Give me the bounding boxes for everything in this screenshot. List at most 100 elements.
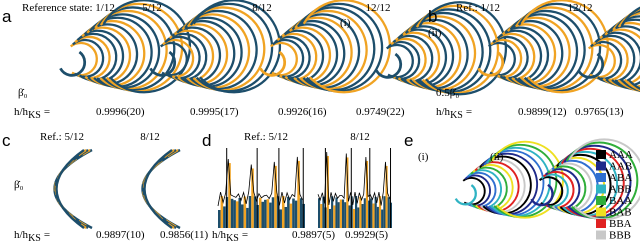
- inset-label: (i): [418, 151, 429, 163]
- density-bar: [361, 204, 364, 228]
- panel-label: b: [428, 7, 437, 26]
- attractor-band: [520, 0, 609, 94]
- attractor-band: [612, 12, 640, 92]
- density-bar: [253, 196, 257, 228]
- density-bar: [266, 199, 270, 228]
- density-bar: [348, 205, 351, 228]
- ratio: h/hKS =: [14, 106, 50, 121]
- density-bar: [294, 200, 298, 228]
- legend-swatch: [596, 207, 606, 217]
- ratio: h/hKS =: [212, 229, 248, 244]
- inset-label: (ii): [490, 151, 504, 163]
- value: 0.9856(11): [160, 229, 209, 241]
- title: Ref.: 5/12: [40, 131, 84, 143]
- density-bar: [230, 198, 234, 228]
- title: Ref.: 5/12: [244, 131, 288, 143]
- density-bar: [235, 201, 239, 228]
- density-bar: [276, 196, 280, 228]
- density-bar: [326, 156, 329, 228]
- ratio-eq: =: [44, 229, 50, 241]
- ratio-eq: =: [44, 106, 50, 118]
- panel-label: d: [202, 131, 211, 150]
- density-bar: [256, 204, 259, 228]
- density-bar: [238, 197, 242, 228]
- legend-swatch: [596, 184, 606, 194]
- density-bar: [385, 165, 388, 228]
- density-line: [217, 156, 303, 207]
- ratio-base: h/h: [14, 229, 29, 241]
- attractor-hook: [375, 52, 403, 79]
- attractor-band: [302, 0, 391, 94]
- density-bar: [381, 209, 384, 228]
- density-bar: [318, 198, 321, 228]
- title: 8/12: [350, 131, 370, 143]
- density-bar: [322, 196, 325, 228]
- legend-swatch: [596, 230, 606, 240]
- value: 0.9929(5): [345, 229, 388, 241]
- ratio-sub: KS: [450, 110, 463, 121]
- ratio-base: h/h: [14, 106, 29, 118]
- curve: [143, 149, 173, 229]
- density-bar: [223, 206, 226, 228]
- attractor-band: [491, 140, 564, 219]
- density-bar: [220, 196, 224, 228]
- density-bar: [320, 204, 323, 228]
- density-bar: [287, 196, 290, 228]
- attractor-hook: [259, 50, 287, 77]
- value: 0.9899(12): [518, 106, 567, 118]
- ratio-eq: =: [466, 106, 472, 118]
- density-bar: [289, 203, 293, 228]
- density-bar: [218, 210, 221, 228]
- density-bar: [357, 207, 360, 228]
- density-bar: [258, 197, 262, 228]
- density-bar: [346, 157, 349, 228]
- ratio-sub: KS: [28, 110, 41, 121]
- density-bar: [233, 200, 236, 228]
- legend-swatch: [596, 161, 606, 171]
- density-bar: [279, 209, 282, 228]
- title: 12/12: [567, 2, 592, 14]
- legend-label: BBA: [609, 218, 632, 230]
- axis-label: β̇₀: [14, 179, 24, 191]
- attractor-hook: [530, 183, 554, 207]
- value: 0.9897(10): [96, 229, 145, 241]
- ratio-sub: KS: [226, 233, 239, 244]
- attractor-hook: [59, 50, 87, 77]
- axis-label: β̇₀: [18, 87, 28, 99]
- legend-swatch: [596, 219, 606, 228]
- attractor-hook: [577, 52, 605, 79]
- density-bar: [251, 168, 254, 228]
- ratio: h/hKS =: [14, 229, 50, 244]
- value: 0.9926(16): [278, 106, 327, 118]
- legend-swatch: [596, 150, 606, 159]
- density-bar: [387, 197, 390, 228]
- density-bar: [292, 198, 295, 228]
- density-bar: [299, 198, 303, 228]
- ratio: h/hKS =: [436, 106, 472, 121]
- density-bar: [363, 198, 366, 228]
- value: 0.9765(13): [575, 106, 624, 118]
- density-bar: [228, 163, 231, 228]
- density-bar: [378, 196, 382, 228]
- density-bar: [248, 196, 252, 228]
- inset-label: (i): [340, 17, 351, 29]
- legend-label: BBB: [609, 230, 631, 242]
- density-bar: [344, 202, 347, 228]
- density-bar: [284, 206, 288, 228]
- density-bar: [372, 203, 375, 228]
- ratio-sub: KS: [28, 233, 41, 244]
- inset-label: (ii): [428, 27, 442, 39]
- density-bar: [339, 199, 342, 228]
- density-bar: [337, 202, 340, 228]
- panel-label: e: [404, 131, 413, 150]
- ratio-base: h/h: [436, 106, 451, 118]
- density-bar: [281, 196, 285, 228]
- legend-label: ABB: [609, 184, 632, 196]
- ratio-eq: =: [242, 229, 248, 241]
- value: 0.9749(22): [356, 106, 405, 118]
- value: 0.9996(20): [96, 106, 145, 118]
- legend-label: AAA: [609, 149, 633, 161]
- attractor-hook: [454, 184, 477, 206]
